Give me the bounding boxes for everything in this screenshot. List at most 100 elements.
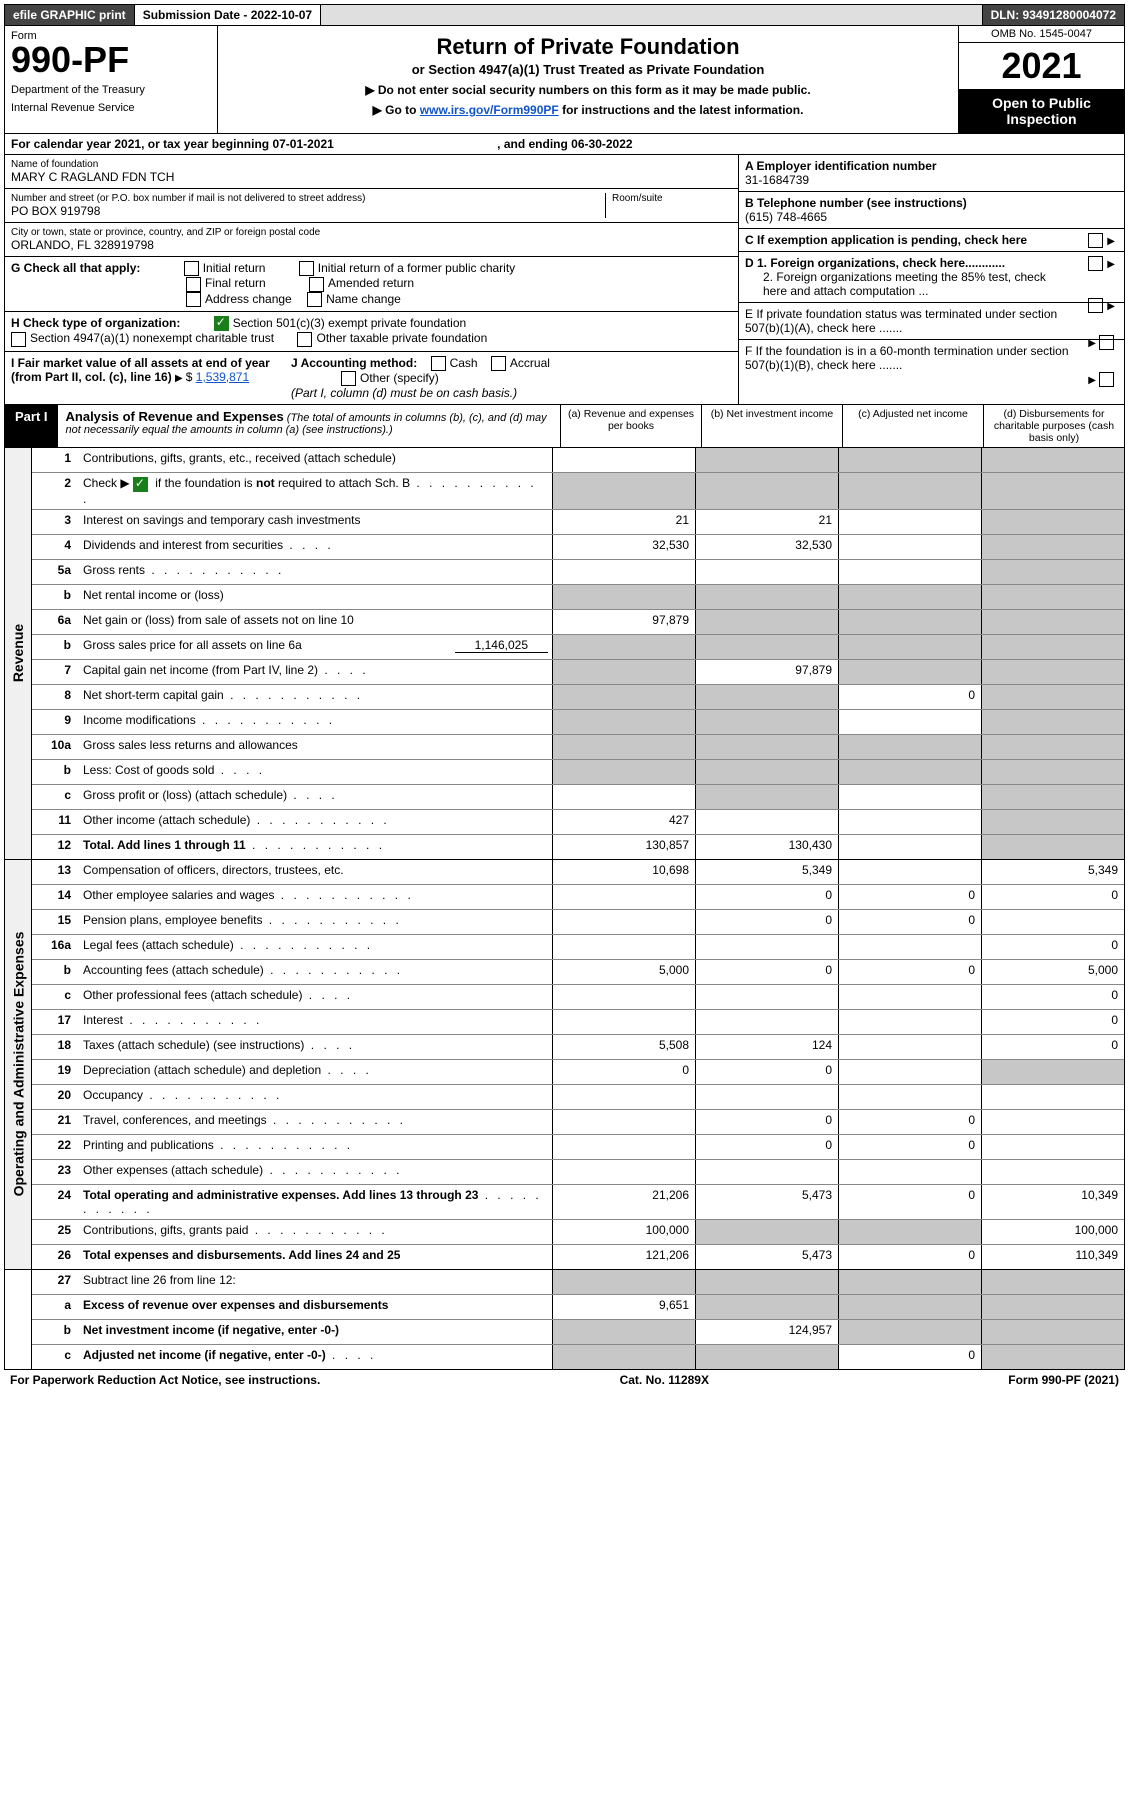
line-10b: bLess: Cost of goods sold [32,760,1124,785]
line-7-b: 97,879 [695,660,838,684]
line-27-desc: Subtract line 26 from line 12: [79,1270,552,1294]
form-title: Return of Private Foundation [224,34,952,60]
line-6b-inline: 1,146,025 [455,638,548,653]
schb-checkbox[interactable] [133,477,148,492]
final-return-checkbox[interactable] [186,277,201,292]
line-27a-a: 9,651 [552,1295,695,1319]
calendar-band: For calendar year 2021, or tax year begi… [4,134,1125,155]
line-27a: aExcess of revenue over expenses and dis… [32,1295,1124,1320]
d1-checkbox[interactable] [1088,256,1103,271]
name-change-checkbox[interactable] [307,292,322,307]
line-25-desc: Contributions, gifts, grants paid [79,1220,552,1244]
part1-desc: Analysis of Revenue and Expenses (The to… [58,405,560,447]
city-state-zip: ORLANDO, FL 328919798 [11,238,732,252]
line-26-a: 121,206 [552,1245,695,1269]
line-15: 15Pension plans, employee benefits00 [32,910,1124,935]
form-title-block: Return of Private Foundation or Section … [218,26,958,133]
line-15-c: 0 [838,910,981,934]
line-14-c: 0 [838,885,981,909]
line-11-desc: Other income (attach schedule) [79,810,552,834]
fmv-amount[interactable]: 1,539,871 [196,370,249,384]
cal-start: For calendar year 2021, or tax year begi… [11,137,334,151]
j-cash: Cash [450,356,478,370]
initial-return-checkbox[interactable] [184,261,199,276]
line-15-desc: Pension plans, employee benefits [79,910,552,934]
line-14-d: 0 [981,885,1124,909]
line-16c-d: 0 [981,985,1124,1009]
ein-cell: A Employer identification number 31-1684… [739,155,1124,192]
line-20-desc: Occupancy [79,1085,552,1109]
ij-cell: I Fair market value of all assets at end… [5,352,738,405]
address-change-checkbox[interactable] [186,292,201,307]
room-label: Room/suite [612,193,732,204]
efile-btn[interactable]: efile GRAPHIC print [5,5,135,25]
g-opt-4: Address change [205,292,292,306]
footer-left: For Paperwork Reduction Act Notice, see … [10,1373,320,1387]
line-12-desc: Total. Add lines 1 through 11 [79,835,552,859]
line-21-b: 0 [695,1110,838,1134]
e-checkbox[interactable] [1099,335,1114,350]
line-10a-desc: Gross sales less returns and allowances [79,735,552,759]
line-24: 24Total operating and administrative exp… [32,1185,1124,1220]
line-26-desc: Total expenses and disbursements. Add li… [79,1245,552,1269]
omb-block: OMB No. 1545-0047 2021 Open to Public In… [958,26,1124,133]
form-id-block: Form 990-PF Department of the Treasury I… [5,26,218,133]
part1-header: Part I Analysis of Revenue and Expenses … [4,405,1125,448]
h-label: H Check type of organization: [11,316,180,330]
line-13: 13Compensation of officers, directors, t… [32,860,1124,885]
other-taxable-checkbox[interactable] [297,332,312,347]
line-18-d: 0 [981,1035,1124,1059]
line-14-desc: Other employee salaries and wages [79,885,552,909]
line-8: 8Net short-term capital gain0 [32,685,1124,710]
line-18-b: 124 [695,1035,838,1059]
telephone: (615) 748-4665 [745,210,827,224]
line-4-b: 32,530 [695,535,838,559]
col-a-head: (a) Revenue and expenses per books [560,405,701,447]
line-6b-desc: Gross sales price for all assets on line… [79,635,552,659]
line-15-b: 0 [695,910,838,934]
g-opt-1: Initial return of a former public charit… [318,261,515,275]
line-19-a: 0 [552,1060,695,1084]
f-checkbox[interactable] [1099,372,1114,387]
line-17-d: 0 [981,1010,1124,1034]
line-24-c: 0 [838,1185,981,1219]
line-21-c: 0 [838,1110,981,1134]
ein-value: 31-1684739 [745,173,809,187]
line-6a-desc: Net gain or (loss) from sale of assets n… [79,610,552,634]
revenue-tab-label: Revenue [10,624,26,682]
j-accrual: Accrual [510,356,550,370]
line-16b-d: 5,000 [981,960,1124,984]
dept-treasury: Department of the Treasury [11,84,211,96]
501c3-checkbox[interactable] [214,316,229,331]
form990pf-link[interactable]: www.irs.gov/Form990PF [420,103,559,117]
line-23: 23Other expenses (attach schedule) [32,1160,1124,1185]
cash-checkbox[interactable] [431,356,446,371]
line-16a: 16aLegal fees (attach schedule)0 [32,935,1124,960]
accrual-checkbox[interactable] [491,356,506,371]
form-number: 990-PF [11,42,211,78]
name-label: Name of foundation [11,159,732,170]
initial-former-checkbox[interactable] [299,261,314,276]
line-2: 2Check ▶ if the foundation is not requir… [32,473,1124,509]
4947-checkbox[interactable] [11,332,26,347]
tax-year: 2021 [959,43,1124,89]
line-21: 21Travel, conferences, and meetings00 [32,1110,1124,1135]
footer-right: Form 990-PF (2021) [1008,1373,1119,1387]
line-13-desc: Compensation of officers, directors, tru… [79,860,552,884]
line-10c-desc: Gross profit or (loss) (attach schedule) [79,785,552,809]
revenue-tab: Revenue [5,448,32,858]
line-27c-desc: Adjusted net income (if negative, enter … [79,1345,552,1369]
expenses-tab-label: Operating and Administrative Expenses [10,932,26,1197]
e-cell: E If private foundation status was termi… [739,303,1124,340]
instr2-pre: ▶ Go to [373,103,420,117]
amended-checkbox[interactable] [309,277,324,292]
other-method-checkbox[interactable] [341,371,356,386]
line-5b: bNet rental income or (loss) [32,585,1124,610]
col-b-head: (b) Net investment income [701,405,842,447]
line-20: 20Occupancy [32,1085,1124,1110]
line-26-d: 110,349 [981,1245,1124,1269]
d2-checkbox[interactable] [1088,298,1103,313]
d-cell: D 1. Foreign organizations, check here..… [739,252,1124,303]
d1-label: D 1. Foreign organizations, check here..… [745,256,1005,270]
c-checkbox[interactable] [1088,233,1103,248]
